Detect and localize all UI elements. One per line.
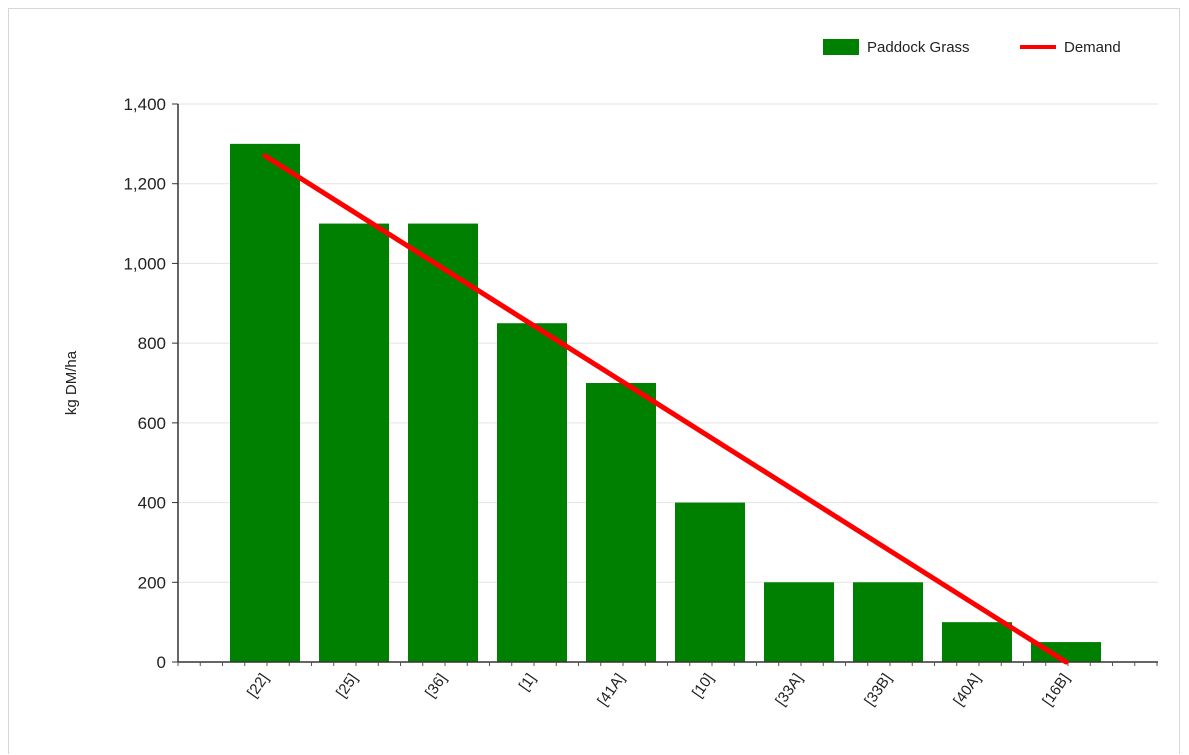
x-tick-label: [16B] [1039,671,1073,709]
y-tick-labels: 0 200 400 600 800 1,000 1,200 1,400 [123,95,178,672]
y-tick-label: 0 [157,653,166,672]
x-tick-label: [22] [244,671,272,701]
y-tick-label: 1,400 [123,95,166,114]
x-tick-label: [10] [689,671,717,701]
x-tick-label: [25] [333,671,361,701]
x-tick-label: [1] [516,671,539,694]
y-tick-label: 800 [138,334,166,353]
bar [408,223,478,663]
bar [675,502,745,662]
x-tick-label: [41A] [594,671,628,709]
bar [942,622,1012,662]
y-tick-label: 1,000 [123,254,166,273]
y-tick-label: 600 [138,414,166,433]
axes [177,104,1158,666]
x-tick-label: [33A] [772,671,806,709]
bar [1031,642,1101,662]
legend-swatch-paddock-grass [823,39,859,55]
bar [764,582,834,662]
x-tick-label: [33B] [861,671,895,709]
chart-frame [8,8,1180,754]
legend: Paddock Grass Demand [823,39,1121,56]
bars [230,143,1101,663]
y-tick-label: 200 [138,573,166,592]
y-axis-label: kg DM/ha [63,350,80,415]
legend-label-paddock-grass: Paddock Grass [867,39,970,56]
x-tick-label: [36] [422,671,450,701]
bar [230,143,300,662]
demand-line [262,153,1069,665]
demand-line-group [262,153,1069,665]
x-tick-labels: [22] [25] [36] [1] [41A] [10] [33A] [33B] [40A] [… [244,671,1073,709]
y-tick-label: 1,200 [123,175,166,194]
bar [586,383,656,662]
bar [497,323,567,662]
y-tick-label: 400 [138,494,166,513]
legend-label-demand: Demand [1064,39,1121,56]
bar [319,223,389,663]
bar [853,582,923,662]
x-tick-label: [40A] [950,671,984,709]
